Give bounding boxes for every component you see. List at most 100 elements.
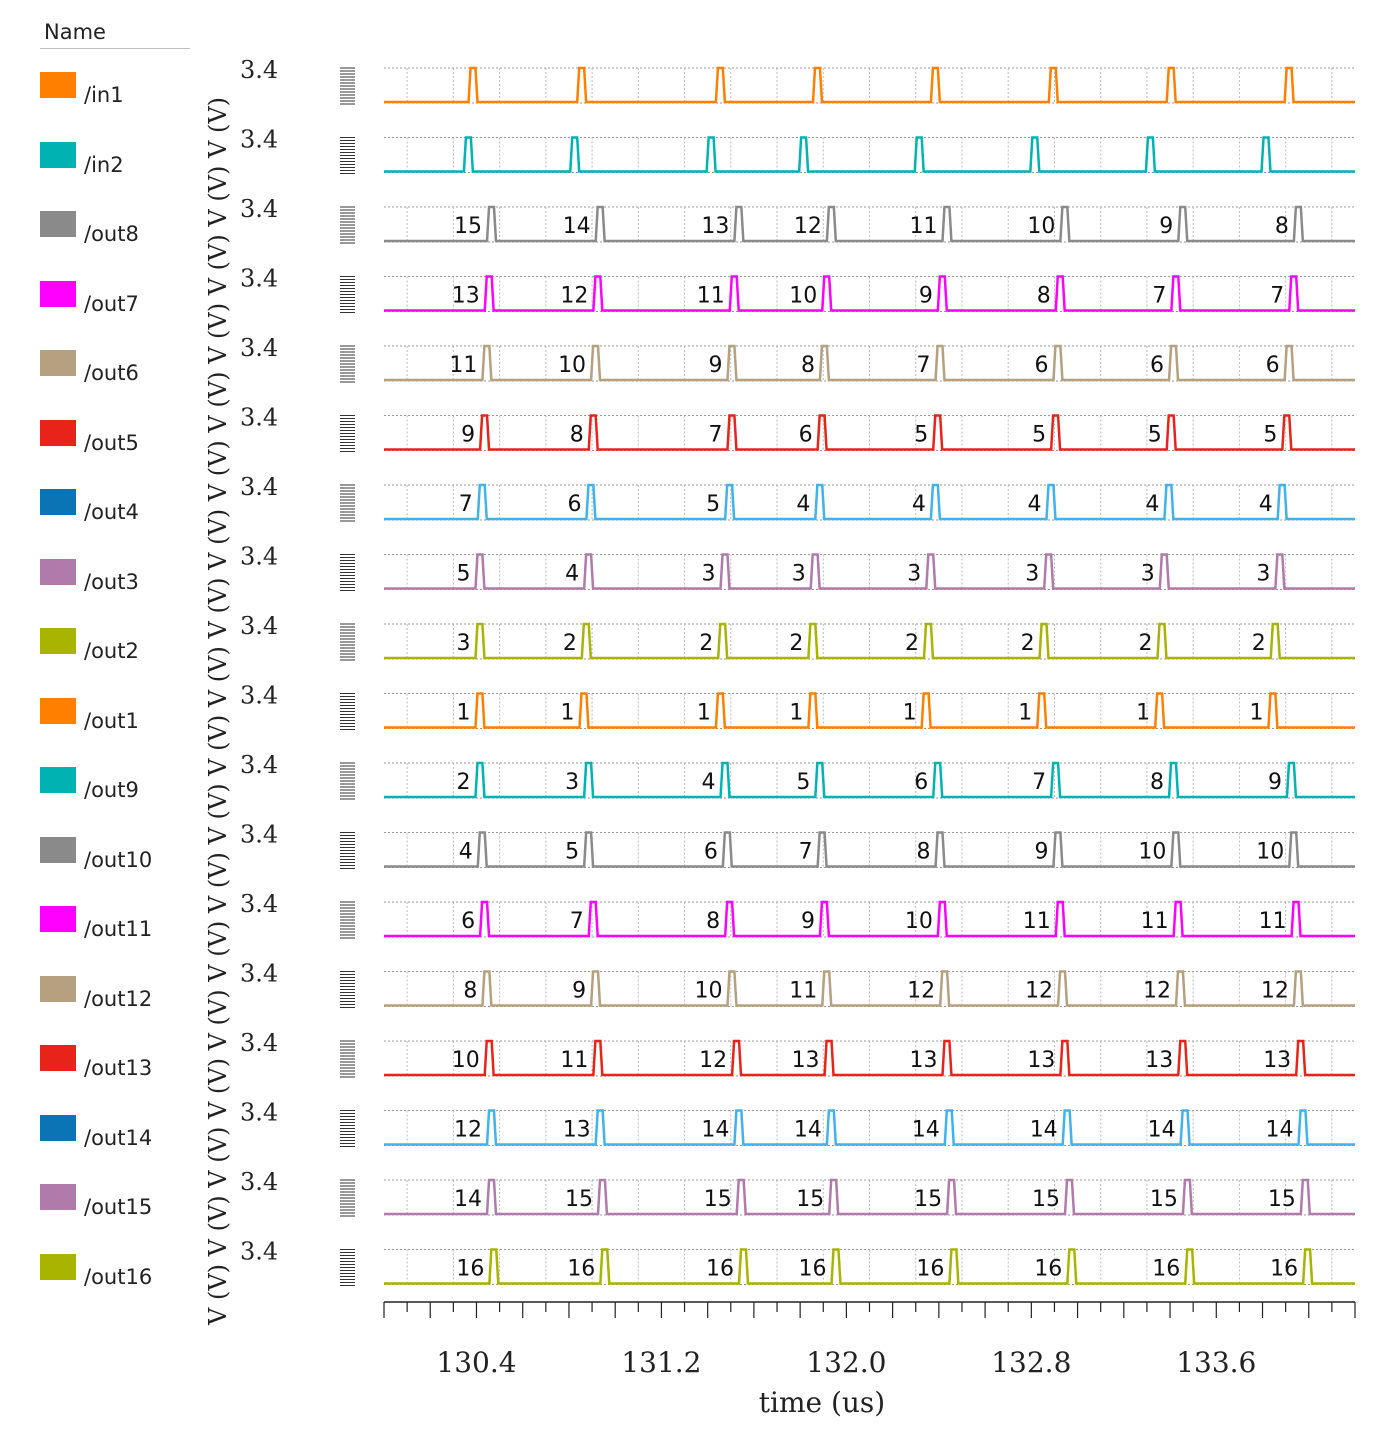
pulse-count-label: 15 <box>565 1187 593 1212</box>
legend-item[interactable]: /out1 <box>40 697 200 738</box>
legend-item[interactable]: /in2 <box>40 141 200 182</box>
waveform-out16 <box>384 1248 1355 1285</box>
legend-swatch <box>40 558 76 585</box>
pulse-count-label: 1 <box>1136 701 1150 726</box>
legend-label: /out4 <box>84 500 139 524</box>
pulse-count-label: 15 <box>454 214 482 239</box>
pulse-count-label: 2 <box>905 631 919 656</box>
legend-item[interactable]: /out13 <box>40 1045 200 1085</box>
legend-item[interactable]: /out11 <box>40 906 200 946</box>
pulse-count-label: 5 <box>914 423 928 448</box>
legend-item[interactable]: /out9 <box>40 767 200 807</box>
pulse-count-label: 11 <box>697 284 725 309</box>
y-tick-ladder <box>340 484 355 522</box>
pulse-count-label: 3 <box>1025 562 1039 587</box>
legend-swatch <box>40 350 76 376</box>
legend-swatch <box>40 1045 76 1071</box>
y-tick-ladder <box>340 762 355 800</box>
legend-item[interactable]: /in1 <box>40 72 200 112</box>
pulse-count-label: 15 <box>1268 1187 1296 1212</box>
legend-item[interactable]: /out6 <box>40 350 200 390</box>
pulse-count-label: 12 <box>699 1048 727 1073</box>
row-grid <box>384 276 1355 312</box>
pulse-count-label: 5 <box>1148 423 1162 448</box>
pulse-count-label: 13 <box>909 1048 937 1073</box>
pulse-count-label: 8 <box>801 353 815 378</box>
legend-swatch <box>40 211 76 237</box>
y-tick-ladder <box>340 623 355 661</box>
pulse-count-label: 14 <box>1030 1118 1058 1143</box>
row-grid <box>384 1179 1355 1216</box>
row-grid <box>384 415 1355 451</box>
legend-item[interactable]: /out10 <box>40 836 200 877</box>
legend-header: Name <box>44 20 106 44</box>
pulse-count-label: 11 <box>1259 909 1287 934</box>
pulse-count-label: 3 <box>1141 562 1155 587</box>
pulse-count-label: 5 <box>456 562 470 587</box>
legend-item[interactable]: /out5 <box>40 419 200 460</box>
pulse-count-label: 16 <box>706 1257 734 1282</box>
y-tick-label: 3.4 <box>240 612 278 640</box>
legend-label: /out5 <box>84 430 139 455</box>
pulse-count-label: 5 <box>1032 423 1046 448</box>
pulse-count-label: 13 <box>1027 1048 1055 1073</box>
legend-item[interactable]: /out2 <box>40 628 200 668</box>
y-tick-label: 3.4 <box>240 751 278 779</box>
pulse-count-label: 13 <box>452 284 480 309</box>
pulse-count-label: 9 <box>919 284 933 309</box>
waveform-legend: Name /in1/in2/out8/out7/out6/out5/out4/o… <box>0 0 200 1320</box>
pulse-count-label: 3 <box>792 562 806 587</box>
pulse-count-label: 7 <box>459 492 473 517</box>
pulse-count-label: 14 <box>563 214 591 239</box>
legend-item[interactable]: /out7 <box>40 280 200 321</box>
pulse-count-label: 16 <box>1152 1257 1180 1282</box>
pulse-count-label: 4 <box>1028 492 1042 517</box>
pulse-count-label: 14 <box>912 1118 940 1143</box>
legend-item[interactable]: /out4 <box>40 489 200 529</box>
row-grid <box>384 345 1355 382</box>
legend-item[interactable]: /out8 <box>40 211 200 251</box>
row-grid <box>384 901 1355 938</box>
legend-item[interactable]: /out16 <box>40 1253 200 1294</box>
pulse-count-label: 14 <box>701 1118 729 1143</box>
pulse-count-label: 1 <box>1018 701 1032 726</box>
pulse-count-label: 12 <box>1143 979 1171 1004</box>
pulse-count-label: 14 <box>454 1187 482 1212</box>
y-tick-ladder <box>340 693 355 730</box>
legend-item[interactable]: /out3 <box>40 558 200 599</box>
row-grid <box>384 137 1355 173</box>
legend-swatch <box>40 141 76 168</box>
pulse-count-label: 11 <box>560 1048 588 1073</box>
legend-label: /out6 <box>84 361 139 385</box>
pulse-count-label: 10 <box>694 979 722 1004</box>
pulse-count-label: 6 <box>1150 353 1164 378</box>
pulse-count-label: 1 <box>697 701 711 726</box>
x-tick-label: 132.0 <box>806 1346 886 1379</box>
waveform-out5 <box>384 414 1355 451</box>
pulse-count-label: 3 <box>702 562 716 587</box>
legend-swatch <box>40 1114 76 1141</box>
legend-item[interactable]: /out12 <box>40 975 200 1016</box>
legend-item[interactable]: /out14 <box>40 1114 200 1155</box>
legend-label: /out7 <box>84 291 139 316</box>
pulse-count-label: 11 <box>1141 909 1169 934</box>
pulse-count-label: 7 <box>1032 770 1046 795</box>
y-axis-label: V (V) V (V) V (V) V (V) V (V) V (V) V (V… <box>204 97 232 1326</box>
pulse-count-label: 7 <box>570 909 584 934</box>
legend-swatch <box>40 628 76 654</box>
pulse-count-label: 8 <box>917 840 931 865</box>
pulse-count-label: 8 <box>1150 770 1164 795</box>
legend-label: /out10 <box>84 847 153 872</box>
y-tick-label: 3.4 <box>240 890 278 918</box>
pulse-count-label: 2 <box>1252 631 1266 656</box>
pulse-count-label: 4 <box>565 562 579 587</box>
y-tick-label: 3.4 <box>240 960 278 988</box>
legend-label: /out15 <box>84 1195 153 1219</box>
y-tick-label: 3.4 <box>240 195 278 223</box>
pulse-count-label: 13 <box>563 1118 591 1143</box>
legend-item[interactable]: /out15 <box>40 1184 200 1224</box>
x-axis-label: time (us) <box>759 1386 885 1419</box>
y-tick-label: 3.4 <box>240 543 278 571</box>
pulse-count-label: 6 <box>1034 353 1048 378</box>
waveform-out3 <box>384 553 1355 590</box>
